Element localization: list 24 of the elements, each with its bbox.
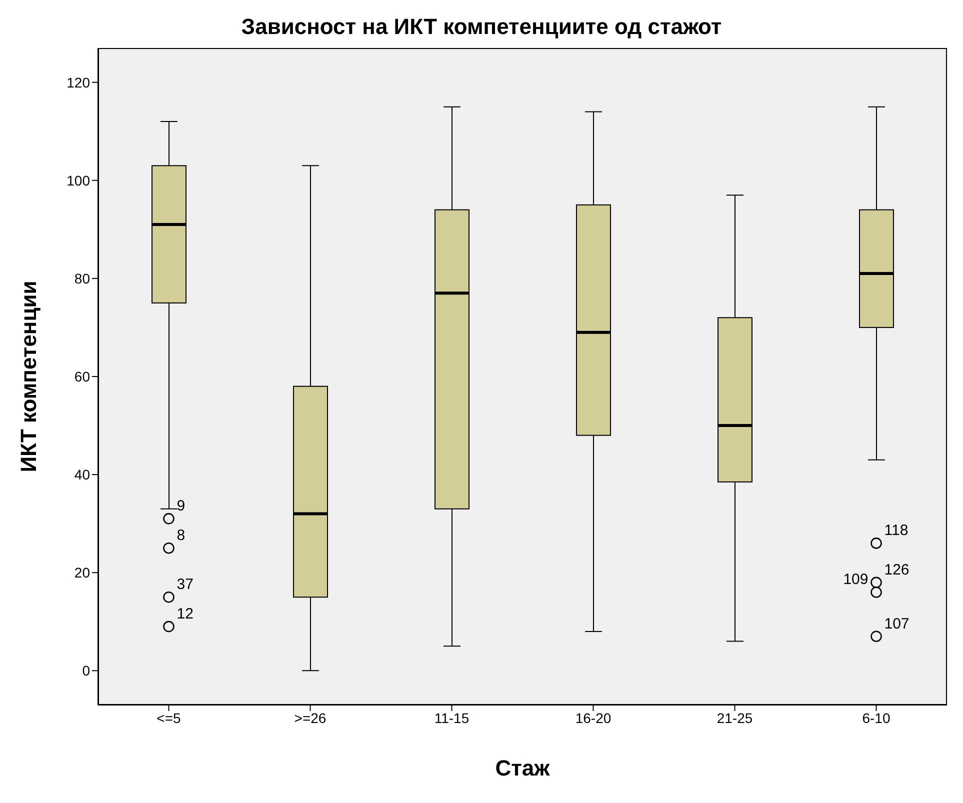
x-tick-label: 6-10 [862, 710, 890, 726]
x-axis-title: Стаж [495, 756, 550, 781]
x-tick-label: <=5 [156, 710, 182, 726]
y-axis-title: ИКТ компетенции [16, 280, 41, 472]
annotation: 37 [176, 576, 194, 594]
x-tick-label: 11-15 [434, 710, 470, 726]
annotation: 9 [176, 498, 186, 515]
x-tick-label: >=26 [294, 710, 326, 726]
y-tick-label: 60 [74, 368, 90, 384]
y-tick-label: 100 [66, 172, 90, 188]
annotation: 118 [884, 522, 908, 540]
y-tick-label: 20 [74, 564, 90, 581]
x-tick-label: 21-25 [716, 710, 753, 726]
y-tick-label: 40 [74, 466, 90, 483]
annotation: 126 [884, 561, 910, 578]
y-tick-label: 120 [66, 74, 90, 90]
x-tick-label: 16-20 [575, 710, 612, 726]
chart-title: Зависност на ИКТ компетенциите од стажот [240, 14, 723, 40]
y-tick-label: 0 [82, 662, 90, 679]
annotation: 107 [884, 615, 910, 632]
annotation: 109 [843, 571, 868, 588]
y-tick-label: 80 [74, 270, 90, 286]
annotation: 8 [176, 527, 186, 544]
annotation: 12 [176, 606, 194, 623]
